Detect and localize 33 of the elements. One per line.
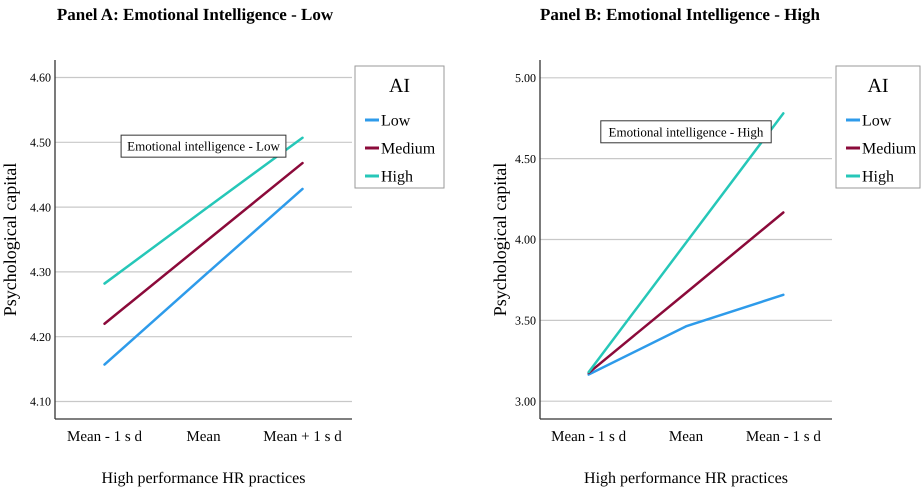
legend-label: Low xyxy=(862,112,892,130)
x-axis-title: High performance HR practices xyxy=(584,470,788,487)
annotation: Emotional intelligence - High xyxy=(608,124,764,140)
legend-label: High xyxy=(862,168,894,186)
legend-label: Medium xyxy=(862,140,917,158)
y-tick-label: 4.10 xyxy=(30,394,51,409)
y-tick-label: 4.00 xyxy=(515,232,536,247)
y-tick-label: 4.20 xyxy=(30,330,51,344)
annotation: Emotional intelligence - Low xyxy=(127,138,280,154)
x-tick-label: Mean - 1 s d xyxy=(746,429,822,445)
y-tick-label: 3.00 xyxy=(515,394,536,408)
y-tick-label: 4.40 xyxy=(30,200,51,214)
y-tick-label: 4.50 xyxy=(515,152,536,166)
x-tick-label: Mean + 1 s d xyxy=(263,429,342,445)
y-tick-label: 4.60 xyxy=(30,70,51,85)
x-axis-title: High performance HR practices xyxy=(102,470,306,487)
x-tick-label: Mean xyxy=(186,429,222,445)
legend-title: AI xyxy=(388,75,410,97)
y-tick-label: 4.50 xyxy=(30,136,51,150)
legend-title: AI xyxy=(867,75,889,97)
y-tick-label: 4.30 xyxy=(30,265,51,280)
chart-title: Panel B: Emotional Intelligence - High xyxy=(540,5,821,24)
x-tick-label: Mean - 1 s d xyxy=(67,429,142,445)
y-axis-title: Psychological capital xyxy=(490,162,510,316)
chart-title: Panel A: Emotional Intelligence - Low xyxy=(56,5,334,24)
y-tick-label: 3.50 xyxy=(515,314,536,328)
legend-label: High xyxy=(381,168,413,186)
y-tick-label: 5.00 xyxy=(515,70,536,85)
x-tick-label: Mean - 1 s d xyxy=(551,429,627,445)
legend-label: Medium xyxy=(381,140,436,158)
legend-label: Low xyxy=(381,112,411,130)
x-tick-label: Mean xyxy=(668,429,704,445)
y-axis-title: Psychological capital xyxy=(0,162,20,316)
